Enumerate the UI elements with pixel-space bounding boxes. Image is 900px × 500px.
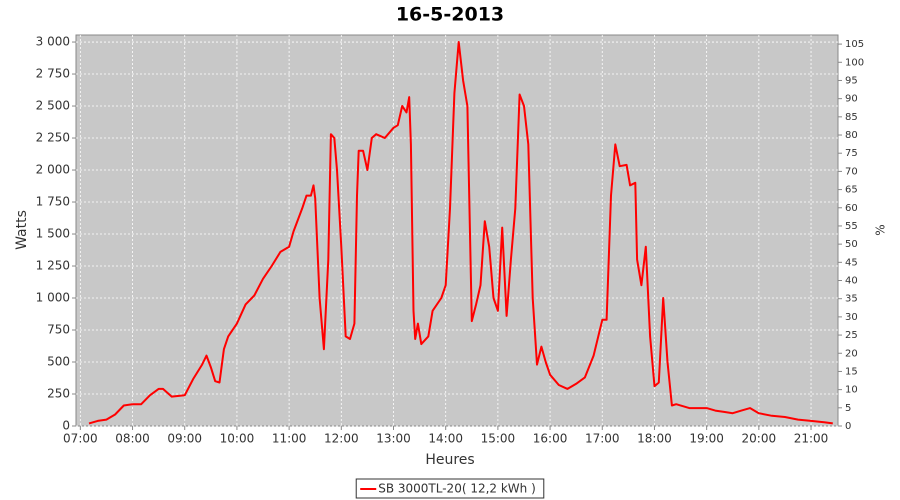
y2-tick-label: 100 <box>845 57 864 68</box>
x-tick-label: 13:00 <box>376 432 411 446</box>
y-tick-label: 750 <box>47 323 70 337</box>
y-tick-label: 1 250 <box>36 259 70 273</box>
x-tick-label: 21:00 <box>794 432 829 446</box>
y2-tick-label: 50 <box>845 239 858 250</box>
y-tick-label: 2 000 <box>36 163 70 177</box>
y2-tick-label: 0 <box>845 421 851 432</box>
y-tick-label: 2 750 <box>36 67 70 81</box>
x-tick-label: 17:00 <box>585 432 620 446</box>
y2-tick-label: 35 <box>845 294 858 305</box>
y2-tick-label: 95 <box>845 75 858 86</box>
x-tick-label: 19:00 <box>689 432 724 446</box>
x-tick-label: 14:00 <box>428 432 463 446</box>
x-tick-label: 12:00 <box>324 432 359 446</box>
plot-area <box>75 34 839 427</box>
y-tick-label: 1 000 <box>36 291 70 305</box>
legend: SB 3000TL-20( 12,2 kWh ) <box>355 478 545 499</box>
y-tick-label: 250 <box>47 387 70 401</box>
y-tick-label: 2 250 <box>36 131 70 145</box>
y-tick-label: 500 <box>47 355 70 369</box>
y2-tick-label: 85 <box>845 112 858 123</box>
y2-tick-label: 55 <box>845 221 858 232</box>
y2-tick-label: 20 <box>845 348 858 359</box>
y-axis-label: Watts <box>14 210 30 250</box>
chart-title: 16-5-2013 <box>396 4 504 26</box>
legend-box <box>355 478 545 499</box>
y2-tick-label: 75 <box>845 148 858 159</box>
data-line <box>88 41 833 425</box>
y2-tick-label: 65 <box>845 185 858 196</box>
y2-tick-label: 40 <box>845 276 858 287</box>
y2-tick-label: 45 <box>845 257 858 268</box>
y-tick-label: 1 750 <box>36 195 70 209</box>
x-tick-label: 11:00 <box>272 432 307 446</box>
y-tick-label: 2 500 <box>36 99 70 113</box>
x-tick-label: 15:00 <box>481 432 516 446</box>
y-tick-label: 3 000 <box>36 35 70 49</box>
x-tick-label: 18:00 <box>637 432 672 446</box>
x-tick-label: 10:00 <box>220 432 255 446</box>
x-tick-label: 08:00 <box>115 432 150 446</box>
y2-tick-label: 70 <box>845 166 858 177</box>
legend-label: SB 3000TL-20( 12,2 kWh ) <box>378 482 536 496</box>
y2-tick-label: 5 <box>845 403 851 414</box>
y2-tick-label: 60 <box>845 203 858 214</box>
y2-tick-label: 105 <box>845 39 864 50</box>
y2-tick-label: 30 <box>845 312 858 323</box>
y2-tick-label: 90 <box>845 94 858 105</box>
x-tick-label: 16:00 <box>533 432 568 446</box>
x-tick-label: 20:00 <box>742 432 777 446</box>
y2-tick-label: 10 <box>845 385 858 396</box>
x-axis-label: Heures <box>425 452 474 468</box>
y2-axis-label: % <box>874 224 888 235</box>
y2-tick-label: 25 <box>845 330 858 341</box>
y-tick-label: 0 <box>62 419 70 433</box>
x-tick-label: 09:00 <box>167 432 202 446</box>
y2-tick-label: 80 <box>845 130 858 141</box>
y-tick-label: 1 500 <box>36 227 70 241</box>
y2-tick-label: 15 <box>845 366 858 377</box>
x-tick-label: 07:00 <box>63 432 98 446</box>
